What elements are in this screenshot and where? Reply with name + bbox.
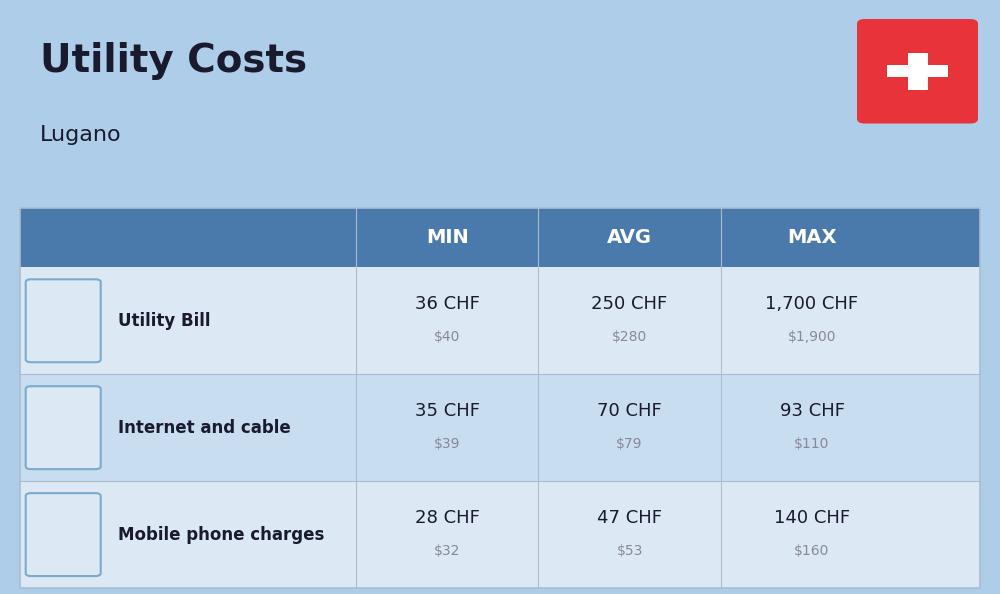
FancyBboxPatch shape	[20, 208, 980, 267]
FancyBboxPatch shape	[26, 279, 101, 362]
Text: 28 CHF: 28 CHF	[415, 509, 480, 527]
Text: $79: $79	[616, 437, 643, 451]
FancyBboxPatch shape	[26, 493, 101, 576]
FancyBboxPatch shape	[887, 65, 948, 77]
FancyBboxPatch shape	[20, 481, 980, 588]
Text: $39: $39	[434, 437, 460, 451]
FancyBboxPatch shape	[908, 53, 928, 90]
Text: 140 CHF: 140 CHF	[774, 509, 850, 527]
Text: 70 CHF: 70 CHF	[597, 402, 662, 420]
Text: MAX: MAX	[787, 228, 837, 247]
Text: Internet and cable: Internet and cable	[118, 419, 291, 437]
FancyBboxPatch shape	[20, 374, 980, 481]
Text: Lugano: Lugano	[40, 125, 122, 145]
Text: Mobile phone charges: Mobile phone charges	[118, 526, 324, 544]
Text: 250 CHF: 250 CHF	[591, 295, 668, 313]
FancyBboxPatch shape	[26, 386, 101, 469]
Text: $1,900: $1,900	[788, 330, 836, 345]
Text: $32: $32	[434, 544, 460, 558]
Text: $53: $53	[616, 544, 643, 558]
Text: 1,700 CHF: 1,700 CHF	[765, 295, 859, 313]
Text: 93 CHF: 93 CHF	[780, 402, 844, 420]
Text: $110: $110	[794, 437, 830, 451]
Text: 35 CHF: 35 CHF	[415, 402, 480, 420]
Text: $160: $160	[794, 544, 830, 558]
Text: $280: $280	[612, 330, 647, 345]
Text: Utility Bill: Utility Bill	[118, 312, 210, 330]
Text: 47 CHF: 47 CHF	[597, 509, 662, 527]
Text: $40: $40	[434, 330, 460, 345]
Text: AVG: AVG	[607, 228, 652, 247]
FancyBboxPatch shape	[857, 19, 978, 124]
Text: 36 CHF: 36 CHF	[415, 295, 480, 313]
Text: MIN: MIN	[426, 228, 469, 247]
Text: Utility Costs: Utility Costs	[40, 42, 307, 80]
FancyBboxPatch shape	[20, 267, 980, 374]
